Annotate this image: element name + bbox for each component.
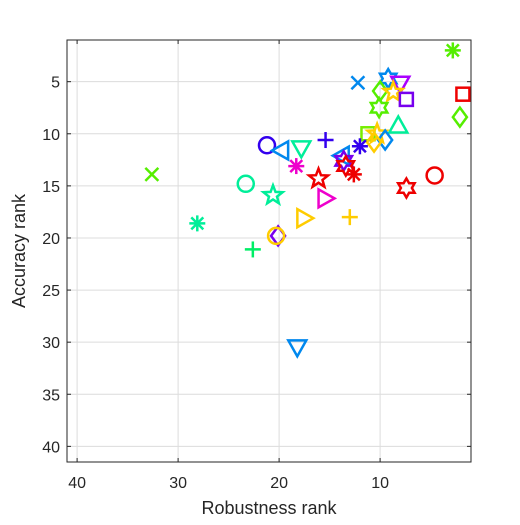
y-tick-label: 5 [51,75,60,92]
data-point-pentagram [305,165,332,190]
plot-frame [66,39,472,463]
data-point-triangle-right [317,187,338,210]
data-point-triangle-down [286,339,309,359]
data-point-plus [317,132,334,149]
data-point-triangle-down [290,140,313,160]
data-point-hexagram [395,176,417,201]
axis-ticks: 40 30 20 10 5 10 15 20 25 30 35 40 [42,40,471,492]
data-point-square [455,86,471,102]
data-point-triangle-left [269,139,290,162]
data-point-pentagram [260,181,287,207]
grid [67,40,471,462]
data-point-hexagram [335,154,357,179]
markers [144,42,471,359]
data-point-x [144,167,160,182]
y-tick-label: 40 [42,439,60,456]
x-axis-label: Robustness rank [201,498,337,518]
y-tick-label: 35 [42,387,60,404]
data-point-triangle-down [389,75,412,96]
y-tick-label: 25 [42,283,60,300]
data-point-asterisk [345,166,362,183]
data-point-circle [425,166,444,185]
x-tick-label: 10 [371,475,389,492]
y-tick-label: 15 [42,179,60,196]
data-point-plus [244,241,261,258]
x-tick-label: 30 [169,475,187,492]
data-point-triangle-up [387,113,410,134]
y-tick-label: 10 [42,127,60,144]
data-point-hexagram [368,95,390,120]
data-point-asterisk [351,138,368,155]
data-point-asterisk [288,158,305,175]
y-axis-label: Accuracy rank [9,193,29,308]
data-point-asterisk [189,215,206,232]
plot-area [67,40,471,462]
data-point-diamond [365,130,383,154]
data-point-pentagram [380,78,407,104]
data-point-circle [236,174,256,194]
data-point-diamond [376,128,394,152]
data-point-circle [257,135,277,155]
data-point-triangle-right [296,207,316,230]
data-point-plus [341,209,358,226]
data-point-square [398,91,415,108]
data-point-x [350,75,366,91]
x-tick-label: 20 [270,475,288,492]
data-point-diamond [451,105,469,129]
y-tick-label: 30 [42,335,60,352]
y-tick-label: 20 [42,231,60,248]
data-point-asterisk [444,42,461,59]
data-point-circle [266,226,286,246]
x-tick-label: 40 [68,475,86,492]
